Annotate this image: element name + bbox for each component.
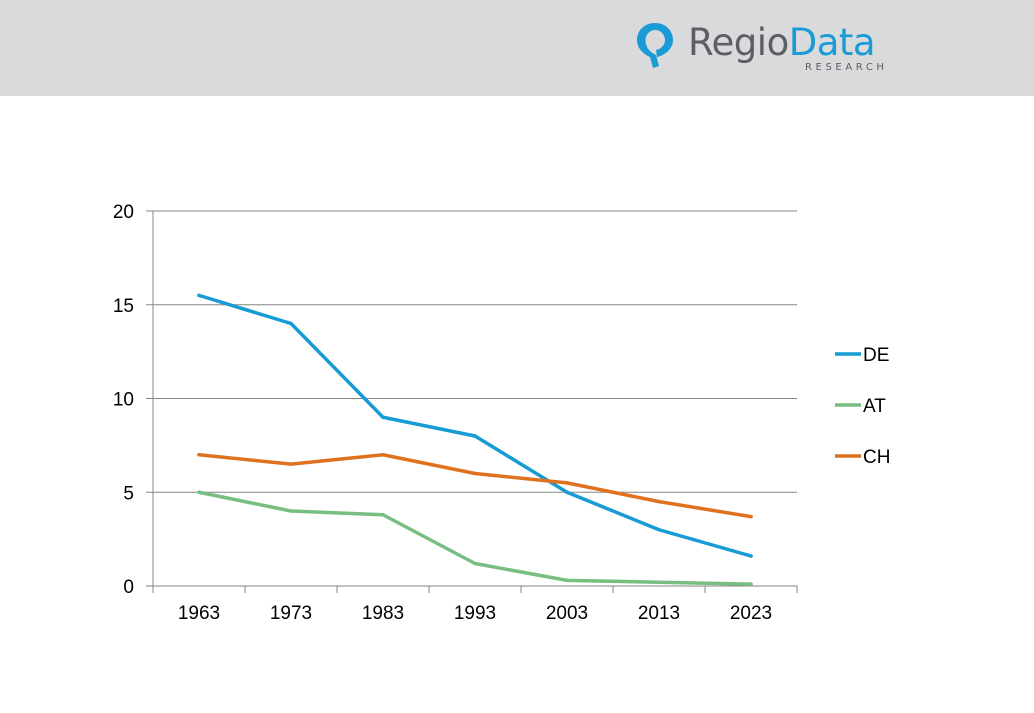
y-tick-label: 15 [113, 296, 134, 317]
y-tick-label: 20 [113, 202, 134, 223]
x-tick-label: 1973 [270, 603, 312, 624]
legend-label-de: DE [863, 345, 889, 366]
y-tick-label: 10 [113, 390, 134, 411]
y-tick-label: 5 [123, 483, 134, 504]
data-point-at [197, 490, 201, 495]
x-tick-label: 1983 [362, 603, 404, 624]
series-line-at [197, 490, 753, 586]
legend-label-at: AT [863, 396, 886, 417]
x-axis-ticks: 1963 1973 1983 1993 2003 2013 2023 [152, 586, 798, 624]
legend-label-ch: CH [863, 447, 890, 468]
logo-wordmark: RegioData [688, 20, 876, 66]
x-tick-label: 2003 [546, 603, 588, 624]
data-point-de [197, 293, 201, 298]
legend: DE AT CH [835, 345, 890, 468]
series-line-de [197, 293, 753, 558]
x-tick-label: 2013 [638, 603, 680, 624]
data-point-at [565, 578, 569, 583]
data-point-ch [565, 481, 569, 485]
data-point-de [657, 527, 661, 532]
data-point-at [749, 582, 753, 586]
map-pin-icon [637, 23, 673, 68]
logo-word-data: Data [788, 21, 876, 64]
gridlines [153, 210, 797, 493]
data-point-at [473, 561, 477, 566]
data-point-de [473, 434, 477, 438]
data-point-de [749, 554, 753, 558]
series-lines [197, 293, 753, 586]
data-point-ch [473, 471, 477, 476]
data-point-at [289, 509, 293, 513]
logo-subtitle: RESEARCH [805, 62, 888, 73]
data-point-at [381, 512, 385, 517]
data-point-ch [749, 514, 753, 519]
data-point-at [657, 580, 661, 585]
y-axis-ticks: 0 5 10 15 20 [113, 202, 153, 598]
data-point-ch [289, 462, 293, 466]
data-point-de [565, 490, 569, 495]
x-tick-label: 1963 [178, 603, 220, 624]
x-tick-label: 1993 [454, 603, 496, 624]
y-tick-label: 0 [123, 577, 134, 598]
header-band [0, 0, 1034, 96]
data-point-ch [657, 499, 661, 504]
data-point-de [289, 321, 293, 326]
data-point-de [381, 415, 385, 420]
logo-word-regio: Regio [688, 21, 789, 64]
data-point-ch [381, 452, 385, 457]
x-tick-label: 2023 [730, 603, 772, 624]
data-point-ch [197, 452, 201, 457]
